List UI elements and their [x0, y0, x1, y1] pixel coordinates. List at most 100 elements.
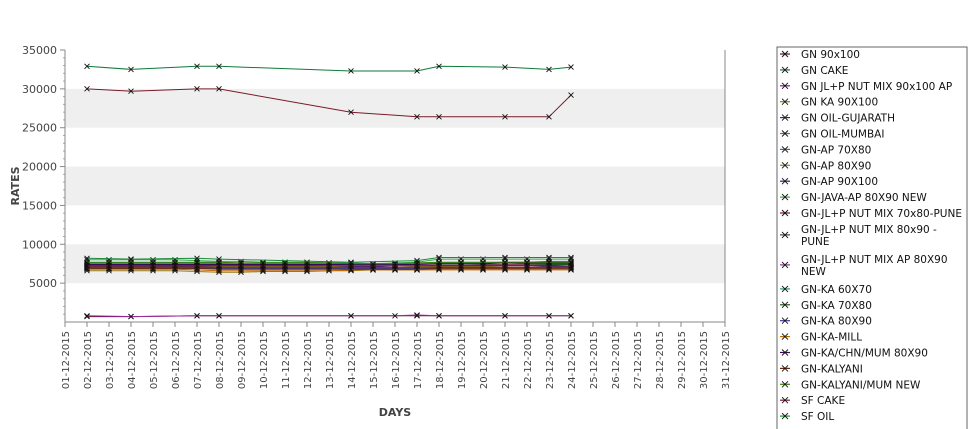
legend-item: GN-JAVA-AP 80X90 NEW — [780, 192, 927, 204]
data-point — [502, 64, 508, 70]
x-tick-label: 25-12-2015 — [589, 331, 600, 389]
data-point — [150, 263, 156, 269]
data-point — [348, 109, 354, 115]
legend-label: GN-KA-MILL — [801, 332, 862, 344]
data-point — [194, 86, 200, 92]
legend-item: GN-JL+P NUT MIX 70x80-PUNE — [780, 208, 962, 220]
legend-marker — [781, 66, 789, 74]
x-tick-label: 11-12-2015 — [281, 331, 292, 389]
y-tick-label: 35000 — [22, 44, 57, 57]
data-point — [502, 312, 508, 319]
data-point — [172, 265, 178, 272]
legend-marker — [781, 161, 789, 169]
y-tick-label: 30000 — [22, 83, 57, 96]
x-tick-label: 20-12-2015 — [479, 331, 490, 389]
data-point — [84, 263, 90, 269]
legend-label: GN OIL-GUJARATH — [801, 113, 895, 125]
data-point — [128, 88, 134, 95]
legend-marker — [781, 209, 789, 217]
data-point — [436, 265, 442, 272]
legend-marker — [781, 177, 789, 185]
data-point — [194, 263, 200, 269]
data-point — [128, 313, 134, 320]
legend-label: GN-AP 90X100 — [801, 176, 878, 188]
legend-label: GN CAKE — [801, 65, 848, 77]
data-point — [84, 313, 90, 320]
legend-item: GN 90x100 — [780, 49, 860, 61]
x-tick-label: 05-12-2015 — [149, 331, 160, 389]
data-point — [568, 92, 574, 98]
legend-label: SF OIL — [801, 411, 834, 423]
data-point — [216, 256, 222, 262]
data-point — [436, 114, 442, 120]
legend-label: SF CAKE — [801, 395, 845, 407]
x-tick-label: 07-12-2015 — [193, 331, 204, 389]
x-tick-label: 19-12-2015 — [457, 331, 468, 389]
data-point — [348, 312, 354, 319]
data-point — [194, 63, 200, 70]
data-point — [502, 254, 508, 261]
x-tick-label: 18-12-2015 — [435, 331, 446, 389]
legend-label: GN-JL+P NUT MIX 80x90 -PUNE — [801, 224, 937, 248]
data-point — [546, 265, 552, 272]
legend-marker — [781, 301, 789, 309]
x-tick-label: 26-12-2015 — [611, 331, 622, 389]
legend-item: GN-KALYANI — [780, 363, 863, 375]
x-tick-label: 04-12-2015 — [127, 331, 138, 389]
series-1 — [84, 63, 574, 74]
legend-item: GN-AP 80X90 — [780, 160, 871, 172]
y-tick-label: 10000 — [22, 238, 57, 251]
x-tick-label: 29-12-2015 — [677, 331, 688, 389]
data-point — [524, 265, 530, 272]
legend-label: GN-KALYANI — [801, 363, 863, 375]
legend-item: GN-KA 60X70 — [780, 284, 872, 296]
data-point — [260, 263, 266, 269]
legend-marker — [781, 193, 789, 201]
legend-label: GN-KALYANI/MUM NEW — [801, 379, 921, 391]
legend-item: GN-JL+P NUT MIX AP 80X90 NEW — [780, 254, 948, 278]
data-point — [546, 114, 552, 120]
legend-label: GN-KA 70X80 — [801, 300, 872, 312]
x-tick-label: 12-12-2015 — [303, 331, 314, 389]
series-line — [86, 257, 571, 263]
data-point — [414, 312, 420, 318]
series-21 — [84, 254, 574, 265]
x-axis-title: DAYS — [379, 406, 412, 419]
legend-item: GN-KA 70X80 — [780, 300, 872, 312]
legend-item: GN-KALYANI/MUM NEW — [780, 379, 921, 391]
x-tick-label: 28-12-2015 — [655, 331, 666, 389]
legend-label: GN-KA/CHN/MUM 80X90 — [801, 348, 928, 360]
legend-marker — [781, 396, 789, 404]
data-point — [436, 63, 442, 70]
x-tick-label: 06-12-2015 — [171, 331, 182, 389]
legend-item: SF CAKE — [780, 395, 845, 407]
data-point — [568, 64, 574, 70]
legend-box — [776, 46, 968, 429]
legend-marker — [781, 317, 789, 325]
grid-band — [65, 88, 725, 128]
data-point — [216, 63, 222, 70]
legend-item: SF OIL — [780, 411, 834, 423]
x-tick-label: 27-12-2015 — [633, 331, 644, 389]
data-point — [238, 263, 244, 269]
x-tick-label: 08-12-2015 — [215, 331, 226, 389]
grid-band — [65, 166, 725, 206]
data-point — [392, 263, 398, 269]
data-point — [128, 66, 134, 73]
series-12 — [84, 312, 574, 320]
data-point — [546, 254, 552, 261]
legend-label: GN JL+P NUT MIX 90x100 AP — [801, 81, 952, 93]
x-tick-label: 09-12-2015 — [237, 331, 248, 389]
legend-marker — [781, 365, 789, 372]
x-tick-label: 21-12-2015 — [501, 331, 512, 389]
data-point — [84, 63, 90, 70]
data-point — [282, 263, 288, 269]
data-point — [128, 256, 134, 262]
legend: GN 90x100 GN CAKE GN JL+P NUT MIX 90x100 A… — [776, 46, 968, 429]
x-tick-label: 01-12-2015 — [61, 331, 72, 389]
data-point — [150, 265, 156, 272]
data-point — [502, 114, 508, 120]
data-point — [436, 263, 442, 269]
legend-label: GN-AP 80X90 — [801, 160, 871, 172]
legend-marker — [781, 146, 789, 153]
